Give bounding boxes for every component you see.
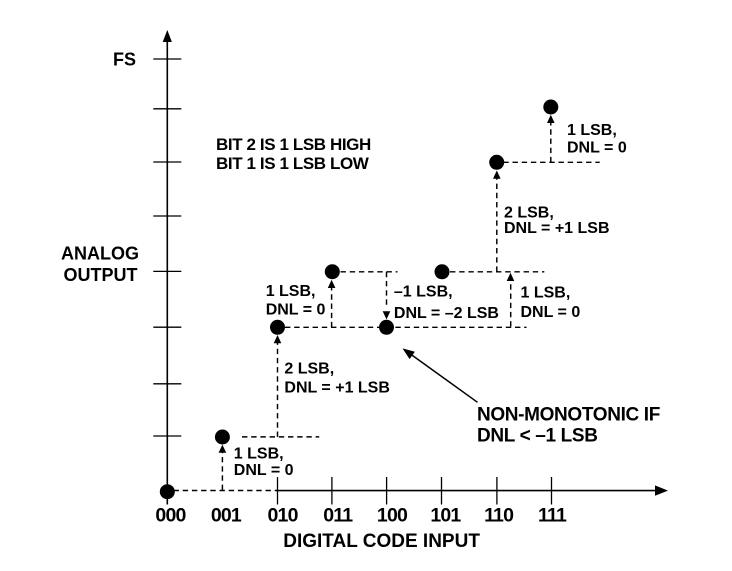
svg-text:OUTPUT: OUTPUT <box>64 265 138 285</box>
svg-text:BIT 2 IS 1 LSB HIGH: BIT 2 IS 1 LSB HIGH <box>216 135 371 154</box>
svg-text:001: 001 <box>211 505 242 527</box>
svg-text:DNL = 0: DNL = 0 <box>521 304 581 321</box>
svg-text:1 LSB,: 1 LSB, <box>266 283 316 300</box>
svg-text:011: 011 <box>323 505 353 527</box>
svg-text:DNL = 0: DNL = 0 <box>567 140 627 157</box>
svg-text:ANALOG: ANALOG <box>61 244 139 264</box>
svg-text:2 LSB,: 2 LSB, <box>504 204 554 221</box>
svg-text:1 LSB,: 1 LSB, <box>567 122 617 139</box>
svg-text:DNL = –2 LSB: DNL = –2 LSB <box>394 305 499 322</box>
svg-text:DNL = +1 LSB: DNL = +1 LSB <box>504 220 610 237</box>
svg-text:BIT 1 IS 1 LSB LOW: BIT 1 IS 1 LSB LOW <box>216 154 370 173</box>
svg-text:110: 110 <box>484 505 514 527</box>
svg-text:DNL = 0: DNL = 0 <box>234 462 294 479</box>
svg-text:1 LSB,: 1 LSB, <box>234 445 284 462</box>
svg-text:DIGITAL CODE INPUT: DIGITAL CODE INPUT <box>283 531 480 552</box>
svg-text:2 LSB,: 2 LSB, <box>284 361 334 378</box>
svg-text:DNL = +1 LSB: DNL = +1 LSB <box>284 379 390 396</box>
svg-text:–1 LSB,: –1 LSB, <box>394 284 453 301</box>
svg-text:NON-MONOTONIC IF: NON-MONOTONIC IF <box>477 404 660 425</box>
svg-text:DNL = 0: DNL = 0 <box>266 301 326 318</box>
svg-text:010: 010 <box>268 505 299 527</box>
svg-text:101: 101 <box>430 505 461 527</box>
svg-text:111: 111 <box>538 505 567 527</box>
svg-text:FS: FS <box>113 49 136 69</box>
svg-text:1 LSB,: 1 LSB, <box>521 285 571 302</box>
svg-text:DNL < –1 LSB: DNL < –1 LSB <box>477 426 598 447</box>
svg-text:000: 000 <box>155 505 186 527</box>
svg-text:100: 100 <box>377 505 408 527</box>
